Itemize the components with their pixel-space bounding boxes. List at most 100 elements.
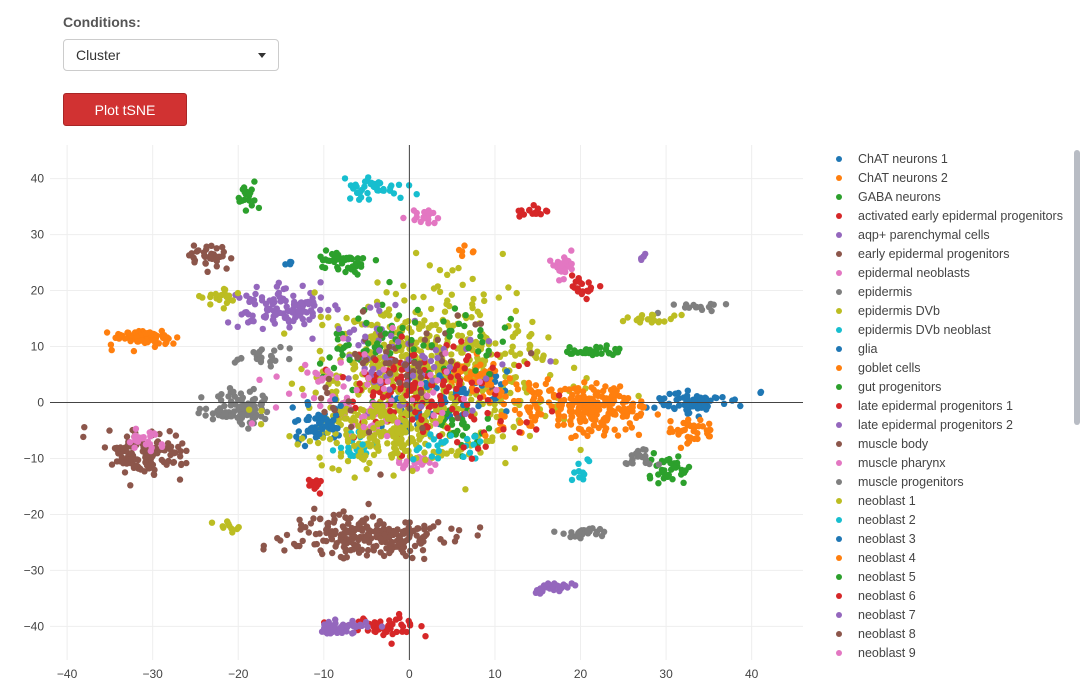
scatter-point <box>219 523 226 530</box>
legend-item[interactable]: early epidermal progenitors <box>826 244 1071 263</box>
scatter-point <box>353 386 360 394</box>
plot-tsne-button[interactable]: Plot tSNE <box>63 93 187 126</box>
scatter-point <box>427 431 434 438</box>
scatter-point <box>452 431 459 438</box>
scatter-point <box>358 186 366 194</box>
scatter-point <box>335 466 342 474</box>
scatter-point <box>576 416 583 423</box>
scatter-point <box>530 202 537 209</box>
legend-item[interactable]: neoblast 3 <box>826 529 1071 548</box>
scatter-point <box>80 433 87 441</box>
legend-item[interactable]: goblet cells <box>826 358 1071 377</box>
scatter-point <box>503 408 510 415</box>
scatter-point <box>719 394 726 401</box>
legend-item[interactable]: gut progenitors <box>826 377 1071 396</box>
scatter-point <box>264 306 271 313</box>
scatter-point <box>107 341 115 348</box>
scatter-point <box>675 431 682 438</box>
scatter-point <box>387 539 395 546</box>
legend-item[interactable]: glia <box>826 339 1071 358</box>
legend-marker <box>836 231 842 238</box>
legend-item[interactable]: ChAT neurons 1 <box>826 149 1071 168</box>
legend-item[interactable]: aqp+ parenchymal cells <box>826 225 1071 244</box>
legend-scrollbar[interactable] <box>1074 150 1080 425</box>
scatter-point <box>277 298 284 305</box>
scatter-point <box>568 529 575 536</box>
legend-item[interactable]: neoblast 5 <box>826 567 1071 586</box>
legend-item[interactable]: GABA neurons <box>826 187 1071 206</box>
scatter-point <box>410 207 418 214</box>
scatter-point <box>344 438 352 446</box>
conditions-select[interactable]: Cluster <box>63 39 279 71</box>
scatter-point <box>470 295 477 303</box>
scatter-point <box>453 452 460 459</box>
tsne-scatter-plot[interactable]: −40 −30 −20 −10 0 10 20 30 40 40 30 20 10 0 −10 −20 −30 −… <box>0 140 820 685</box>
scatter-point <box>246 197 253 204</box>
scatter-point <box>347 182 355 189</box>
legend-item[interactable]: neoblast 6 <box>826 586 1071 605</box>
scatter-point <box>568 260 575 268</box>
series-neoblast-8 <box>317 320 485 478</box>
legend-item[interactable]: muscle body <box>826 434 1071 453</box>
scatter-point <box>312 389 319 396</box>
scatter-point <box>132 425 140 432</box>
scatter-point <box>427 467 434 475</box>
scatter-point <box>436 326 443 334</box>
legend-item[interactable]: activated early epidermal progenitors <box>826 206 1071 225</box>
scatter-point <box>282 261 289 268</box>
scatter-point <box>588 408 596 415</box>
scatter-point <box>421 317 428 324</box>
scatter-point <box>400 464 407 472</box>
scatter-point <box>319 263 326 271</box>
scatter-point <box>445 384 452 391</box>
legend-item[interactable]: neoblast 8 <box>826 624 1071 643</box>
scatter-point <box>365 196 373 203</box>
scatter-point <box>475 402 482 410</box>
legend-item[interactable]: epidermis <box>826 282 1071 301</box>
legend-marker <box>836 440 842 447</box>
scatter-point <box>527 342 534 349</box>
scatter-point <box>163 339 170 346</box>
legend-label: ChAT neurons 2 <box>858 170 948 185</box>
scatter-point <box>138 434 146 441</box>
legend-item[interactable]: neoblast 1 <box>826 491 1071 510</box>
legend-item[interactable]: ChAT neurons 2 <box>826 168 1071 187</box>
scatter-point <box>359 441 366 448</box>
legend-item[interactable]: epidermis DVb neoblast <box>826 320 1071 339</box>
scatter-point <box>340 383 347 390</box>
legend-item[interactable]: neoblast 2 <box>826 510 1071 529</box>
legend-item[interactable]: neoblast 7 <box>826 605 1071 624</box>
scatter-point <box>325 306 332 314</box>
scatter-point <box>446 333 453 340</box>
scatter-point <box>615 405 622 412</box>
scatter-point <box>357 194 365 201</box>
scatter-point <box>348 524 356 532</box>
scatter-point <box>448 327 455 335</box>
legend-item[interactable]: late epidermal progenitors 1 <box>826 396 1071 415</box>
scatter-point <box>228 413 235 420</box>
legend-item[interactable]: epidermal neoblasts <box>826 263 1071 282</box>
legend-item[interactable]: epidermis DVb <box>826 301 1071 320</box>
scatter-point <box>223 299 231 307</box>
scatter-point <box>670 404 678 412</box>
scatter-point <box>350 414 357 422</box>
legend-label: neoblast 7 <box>858 607 916 622</box>
legend-item[interactable]: neoblast 4 <box>826 548 1071 567</box>
scatter-point <box>292 418 299 425</box>
scatter-point <box>416 444 423 452</box>
scatter-point <box>403 381 410 389</box>
scatter-point <box>523 419 530 426</box>
legend-label: neoblast 9 <box>858 645 916 660</box>
legend-item[interactable]: muscle progenitors <box>826 472 1071 491</box>
scatter-point <box>130 347 138 355</box>
scatter-point <box>573 408 581 416</box>
scatter-point <box>371 377 378 384</box>
scatter-point <box>420 342 427 349</box>
legend-item[interactable]: muscle pharynx <box>826 453 1071 472</box>
scatter-point <box>151 431 159 438</box>
legend-item[interactable]: neoblast 9 <box>826 643 1071 662</box>
scatter-point <box>488 437 496 444</box>
scatter-point <box>454 414 461 422</box>
scatter-point <box>177 448 184 455</box>
legend-item[interactable]: late epidermal progenitors 2 <box>826 415 1071 434</box>
